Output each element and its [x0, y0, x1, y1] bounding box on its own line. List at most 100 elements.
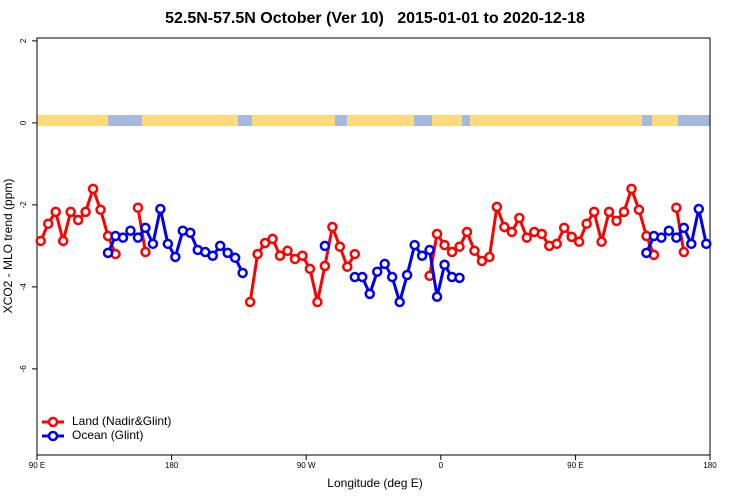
y-tick-label: 2 [19, 38, 28, 43]
land-band [37, 115, 710, 126]
series-line [106, 208, 244, 274]
legend-marker [47, 430, 59, 442]
data-point [401, 269, 413, 281]
data-point [663, 225, 675, 236]
data-point [491, 201, 503, 213]
data-point [132, 232, 144, 243]
x-tick-label: 180 [703, 461, 717, 470]
chart-title: 52.5N-57.5N October (Ver 10) 2015-01-01 … [165, 10, 585, 27]
data-point [379, 258, 390, 270]
data-point [349, 248, 361, 260]
data-point [514, 212, 525, 224]
data-point [244, 296, 256, 308]
data-point [671, 232, 682, 243]
data-point [566, 231, 577, 243]
data-point [117, 232, 129, 243]
data-point [207, 250, 218, 261]
data-point [446, 246, 458, 258]
data-point [252, 248, 263, 260]
data-point [671, 202, 682, 214]
data-point [319, 240, 331, 252]
data-point [327, 221, 338, 233]
data-point [35, 235, 46, 247]
data-point [596, 236, 607, 248]
plot-frame [36, 37, 711, 456]
data-point [267, 233, 278, 245]
land-ocean-strip [37, 115, 710, 126]
data-point [626, 183, 637, 195]
data-point [155, 203, 166, 215]
data-point [170, 251, 181, 263]
data-point [603, 206, 615, 218]
data-point [409, 239, 420, 251]
ocean-band [462, 115, 470, 126]
data-point [484, 251, 495, 263]
data-point [185, 227, 196, 239]
data-point [439, 259, 450, 270]
data-point [65, 206, 76, 218]
data-point [222, 247, 233, 259]
data-point [686, 238, 697, 250]
data-point [274, 250, 286, 261]
data-point [72, 214, 84, 226]
ocean-band [414, 115, 432, 126]
y-tick-label: -6 [19, 365, 28, 373]
data-point [57, 235, 69, 247]
legend-label: Land (Nadir&Glint) [72, 414, 171, 428]
data-point [499, 221, 510, 233]
data-point [558, 222, 570, 234]
data-point [506, 226, 518, 238]
data-point [132, 202, 144, 214]
data-point [342, 261, 353, 273]
series [102, 203, 712, 308]
series [35, 183, 690, 308]
x-tick-label: 0 [439, 461, 444, 470]
ocean-band [238, 115, 252, 126]
data-point [259, 237, 271, 249]
data-point [334, 241, 346, 252]
data-point [140, 246, 151, 258]
data-point [229, 252, 241, 264]
legend-marker [47, 416, 59, 428]
data-point [611, 215, 622, 227]
data-point [454, 272, 465, 284]
data-point [312, 296, 323, 308]
data-point [125, 225, 136, 236]
data-point [95, 204, 106, 216]
data-point [678, 222, 690, 234]
data-point [282, 245, 293, 257]
data-point [431, 228, 443, 240]
y-axis-label: XCO2 - MLO trend (ppm) [1, 179, 15, 314]
data-point [551, 238, 562, 250]
x-tick-label: 90 W [297, 461, 316, 470]
y-tick-label: -4 [19, 283, 28, 291]
data-point [50, 206, 61, 218]
data-point [102, 247, 114, 259]
data-point [371, 266, 383, 277]
data-point [214, 240, 226, 252]
data-point [678, 246, 690, 258]
ocean-band [678, 115, 710, 126]
data-point [476, 255, 488, 267]
data-point [521, 232, 533, 243]
data-point [416, 250, 428, 261]
y-tick-label: -2 [19, 201, 28, 209]
data-point [431, 291, 443, 302]
data-point [461, 226, 473, 238]
ocean-band [642, 115, 652, 126]
data-point [656, 232, 667, 243]
ocean-band [335, 115, 347, 126]
data-point [319, 260, 331, 272]
x-tick-label: 180 [165, 461, 179, 470]
data-point [357, 271, 368, 283]
data-point [469, 245, 480, 257]
data-point [693, 203, 705, 215]
data-point [588, 206, 600, 218]
data-point [42, 218, 54, 229]
legend-label: Ocean (Glint) [72, 428, 143, 442]
data-point [618, 206, 630, 218]
data-point [364, 288, 376, 300]
data-point [237, 267, 248, 279]
data-point [140, 222, 151, 234]
